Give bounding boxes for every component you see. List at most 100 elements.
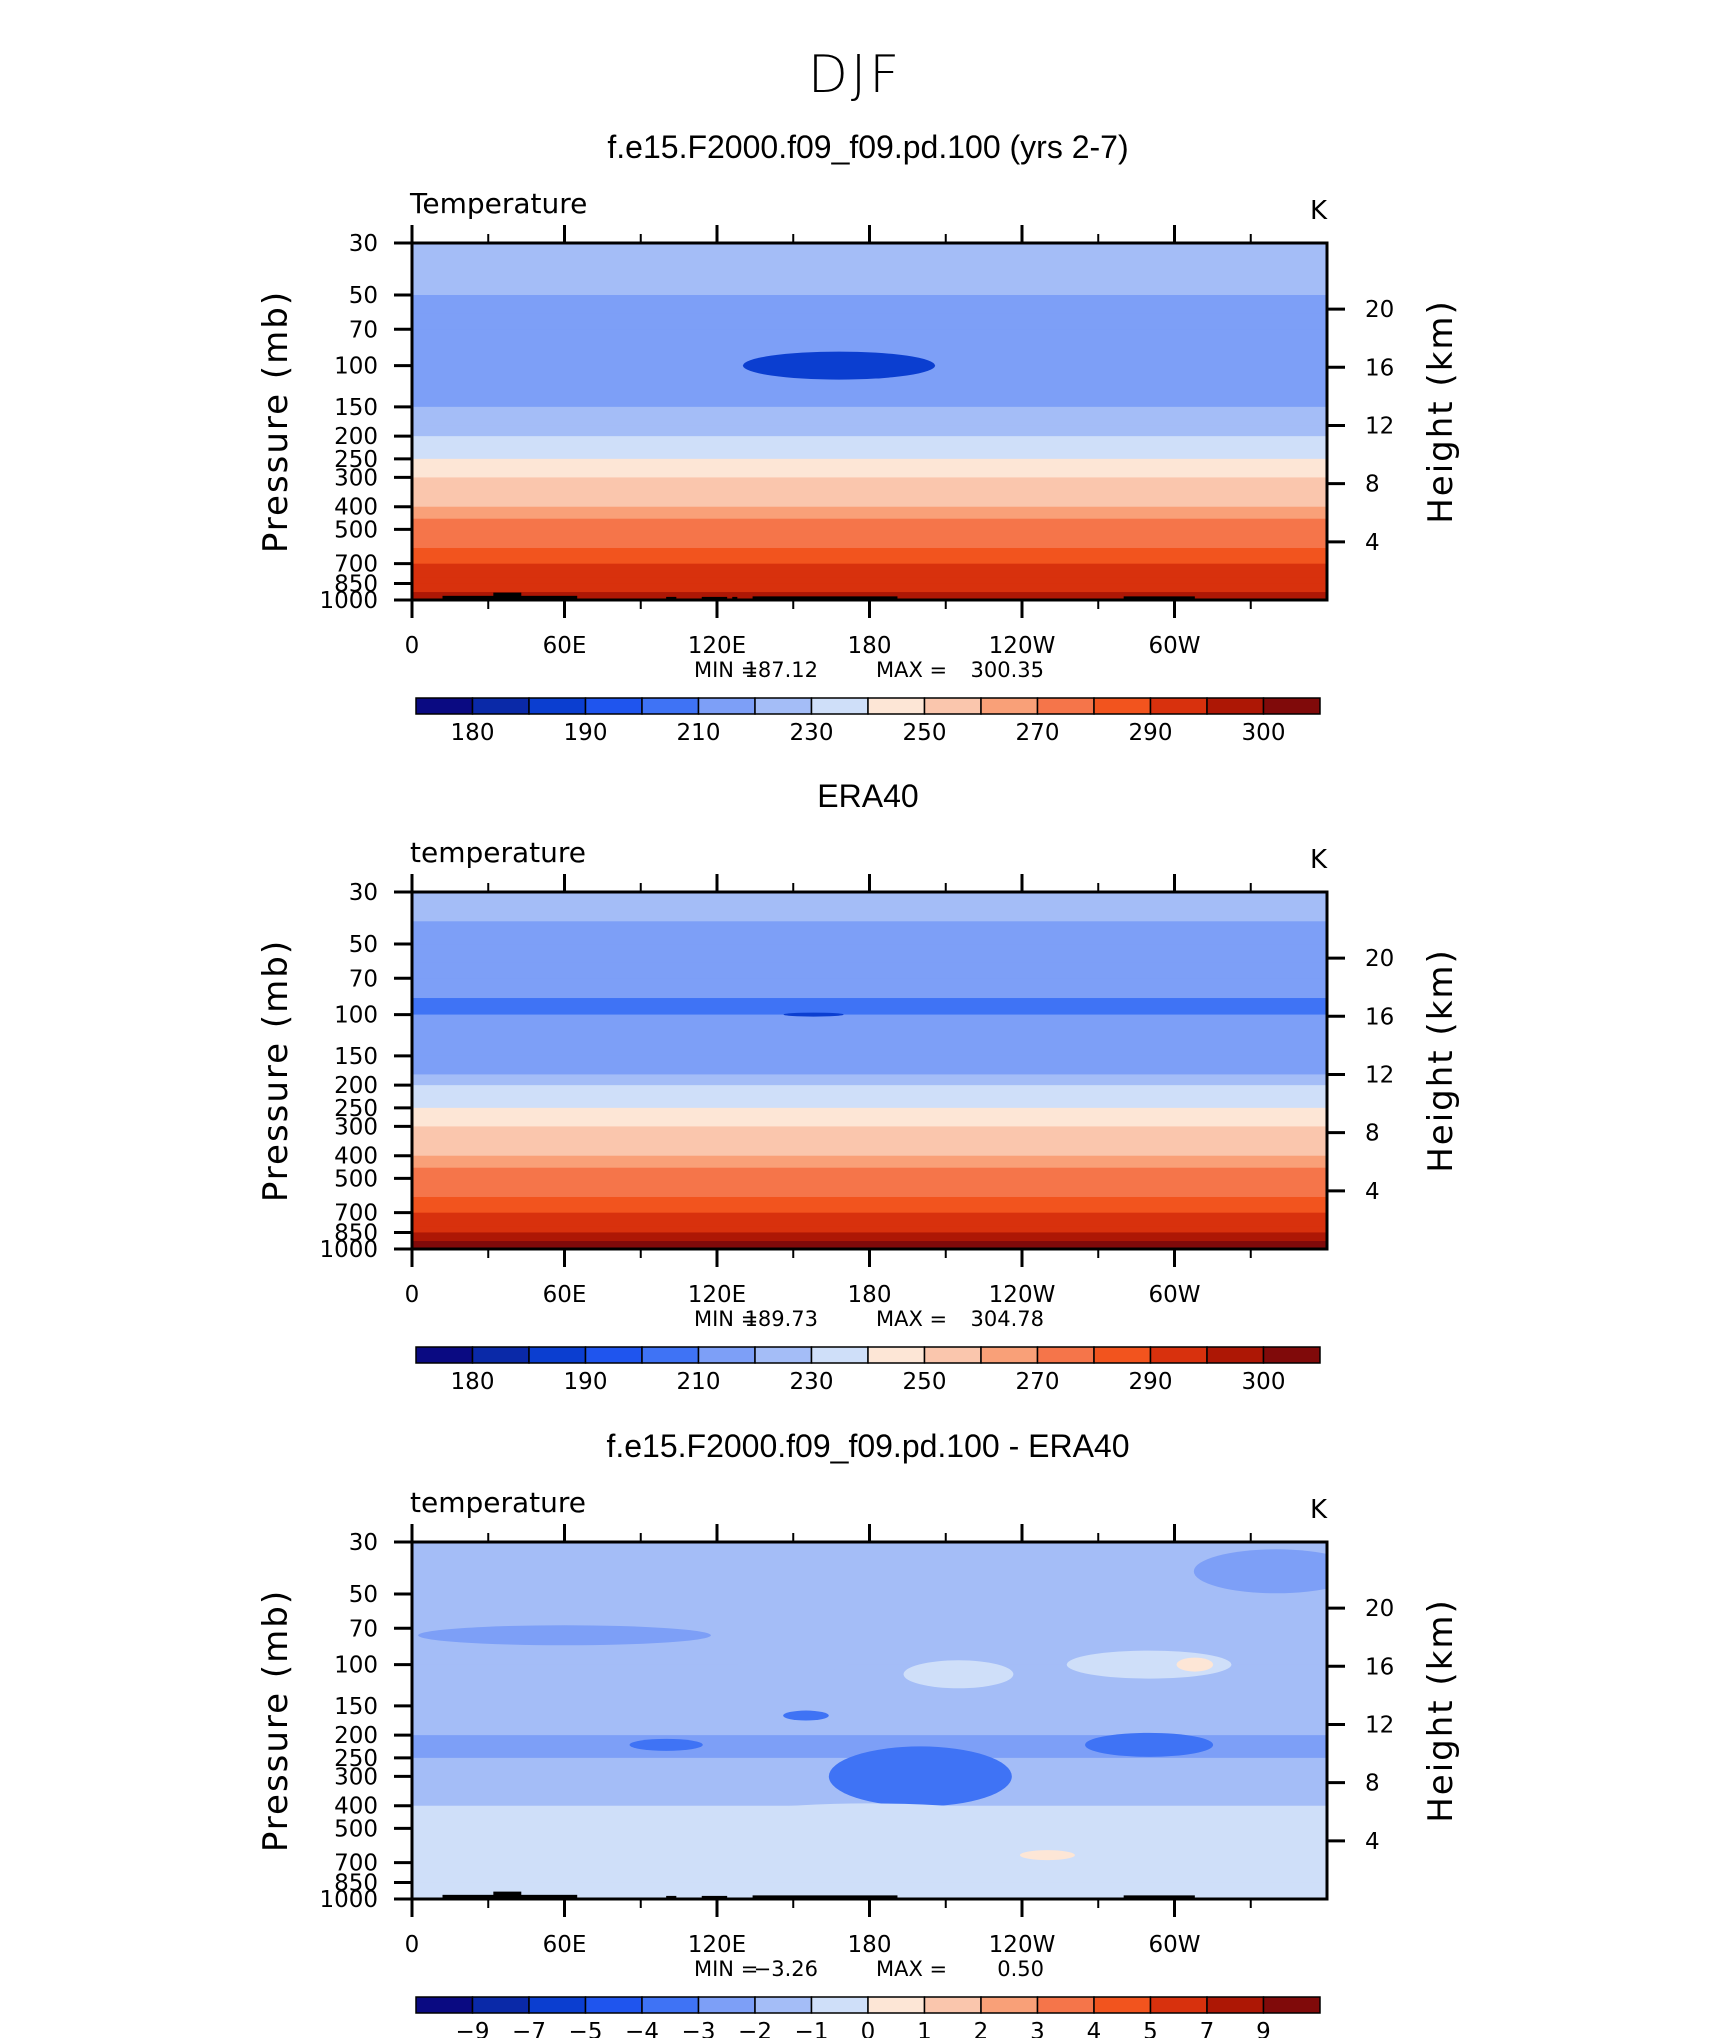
y2-tick-label: 8 (1365, 1121, 1380, 1147)
contour-band (412, 1196, 1327, 1214)
contour-band (412, 978, 1327, 1000)
units-label: K (1310, 845, 1328, 875)
colorbar-label: 3 (1030, 2019, 1045, 2038)
y-tick-label: 150 (334, 395, 378, 421)
x-tick-label: 0 (405, 633, 420, 659)
topography-mask (701, 596, 728, 600)
chart-panel: f.e15.F2000.f09_f09.pd.100 (yrs 2-7) Temp… (256, 129, 1461, 746)
colorbar-swatch (641, 1996, 700, 2014)
colorbar-label: 290 (1129, 1369, 1173, 1395)
contour-band (412, 1542, 1327, 1596)
colorbar-swatch (754, 1996, 813, 2014)
variable-label: Temperature (409, 187, 587, 220)
panel-title: f.e15.F2000.f09_f09.pd.100 (yrs 2-7) (607, 129, 1128, 165)
contour-field (412, 1542, 1327, 1899)
colorbar-swatch (528, 697, 587, 715)
contour-band (412, 1155, 1327, 1169)
colorbar-label: 2 (974, 2019, 989, 2038)
colorbar-label: 5 (1143, 2019, 1158, 2038)
x-tick-label: 120W (989, 1282, 1056, 1308)
colorbar-swatch (471, 1996, 530, 2014)
colorbar-label: −5 (569, 2019, 603, 2038)
contour-band (412, 547, 1327, 565)
colorbar-swatch (1262, 1996, 1321, 2014)
colorbar-swatch (1093, 697, 1152, 715)
x-tick-label: 120E (688, 1282, 746, 1308)
y-tick-label: 30 (349, 1530, 378, 1556)
contour-band (412, 1705, 1327, 1737)
y-tick-label: 70 (349, 317, 378, 343)
colorbar-label: 210 (677, 720, 721, 746)
y-tick-label: 100 (334, 1003, 378, 1029)
y-tick-label: 500 (334, 1166, 378, 1192)
contour-band (412, 1119, 1327, 1128)
contour-feature (738, 1656, 849, 1673)
colorbar-swatch (980, 697, 1039, 715)
stats-max-label: MAX = (876, 1957, 947, 1981)
y2-axis-title: Height (km) (1421, 1598, 1461, 1823)
y-axis-title: Pressure (mb) (256, 939, 296, 1202)
y-tick-label: 400 (334, 1144, 378, 1170)
colorbar-swatch (1036, 1996, 1095, 2014)
y-tick-label: 700 (334, 552, 378, 578)
contour-field (412, 243, 1327, 600)
colorbar-swatch (1262, 1346, 1321, 1364)
colorbar-swatch (867, 1996, 926, 2014)
y-axis-title: Pressure (mb) (256, 290, 296, 553)
contour-band (412, 406, 1327, 427)
contour-band (412, 493, 1327, 508)
colorbar-swatch (697, 697, 756, 715)
topography-mask (1123, 1895, 1195, 1899)
colorbar-label: 190 (564, 1369, 608, 1395)
colorbar-swatch (867, 697, 926, 715)
contour-feature (1176, 1657, 1214, 1672)
contour-band (412, 1167, 1327, 1180)
colorbar-swatch (415, 1346, 474, 1364)
colorbar-swatch (584, 1996, 643, 2014)
topography-mask (666, 596, 677, 600)
colorbar-swatch (810, 1996, 869, 2014)
contour-feature (1193, 1549, 1327, 1594)
y-tick-label: 50 (349, 1582, 378, 1608)
x-tick-label: 60W (1148, 1282, 1200, 1308)
topography-mask (701, 1895, 728, 1899)
contour-band (412, 313, 1327, 331)
colorbar-swatch (1036, 697, 1095, 715)
colorbar-label: 300 (1242, 720, 1286, 746)
chart-panel: ERA40 temperature K 0 60E 120E 180 120W 60W 30 50 7… (256, 778, 1461, 1395)
y-tick-label: 700 (334, 1201, 378, 1227)
contour-band (412, 1212, 1327, 1228)
figure-title: DJF (808, 45, 902, 105)
colorbar-label: 9 (1256, 2019, 1271, 2038)
colorbar-label: 180 (451, 720, 495, 746)
contour-band (412, 384, 1327, 408)
contour-band (412, 458, 1327, 472)
colorbar-swatch (528, 1996, 587, 2014)
colorbar-swatch (697, 1346, 756, 1364)
y2-tick-label: 4 (1365, 530, 1380, 556)
contour-band (412, 243, 1327, 274)
y2-tick-label: 12 (1365, 1712, 1394, 1738)
colorbar-swatch (923, 697, 982, 715)
stats-min-label: MIN = (694, 1307, 758, 1331)
colorbar-label: 250 (903, 720, 947, 746)
x-tick-label: 0 (405, 1282, 420, 1308)
colorbar-label: −3 (682, 2019, 716, 2038)
colorbar-swatch (980, 1996, 1039, 2014)
colorbar-swatch (1149, 697, 1208, 715)
contour-band (412, 1241, 1327, 1249)
contour-band (412, 1085, 1327, 1101)
topography-mask (752, 1895, 898, 1899)
contour-feature (418, 1625, 711, 1646)
y-tick-label: 250 (334, 447, 378, 473)
stats-min-value: 187.12 (745, 658, 818, 682)
colorbar: −9 −7 −5 −4 −3 −2 −1 0 1 2 3 4 5 7 9 (415, 1996, 1321, 2038)
colorbar-swatch (641, 1346, 700, 1364)
contour-field (412, 892, 1327, 1249)
colorbar-label: 7 (1200, 2019, 1215, 2038)
contour-feature (903, 1660, 1014, 1689)
y2-tick-label: 12 (1365, 413, 1394, 439)
stats-min-value: −3.26 (754, 1957, 818, 1981)
y2-tick-label: 16 (1365, 1004, 1394, 1030)
y-tick-label: 300 (334, 1114, 378, 1140)
